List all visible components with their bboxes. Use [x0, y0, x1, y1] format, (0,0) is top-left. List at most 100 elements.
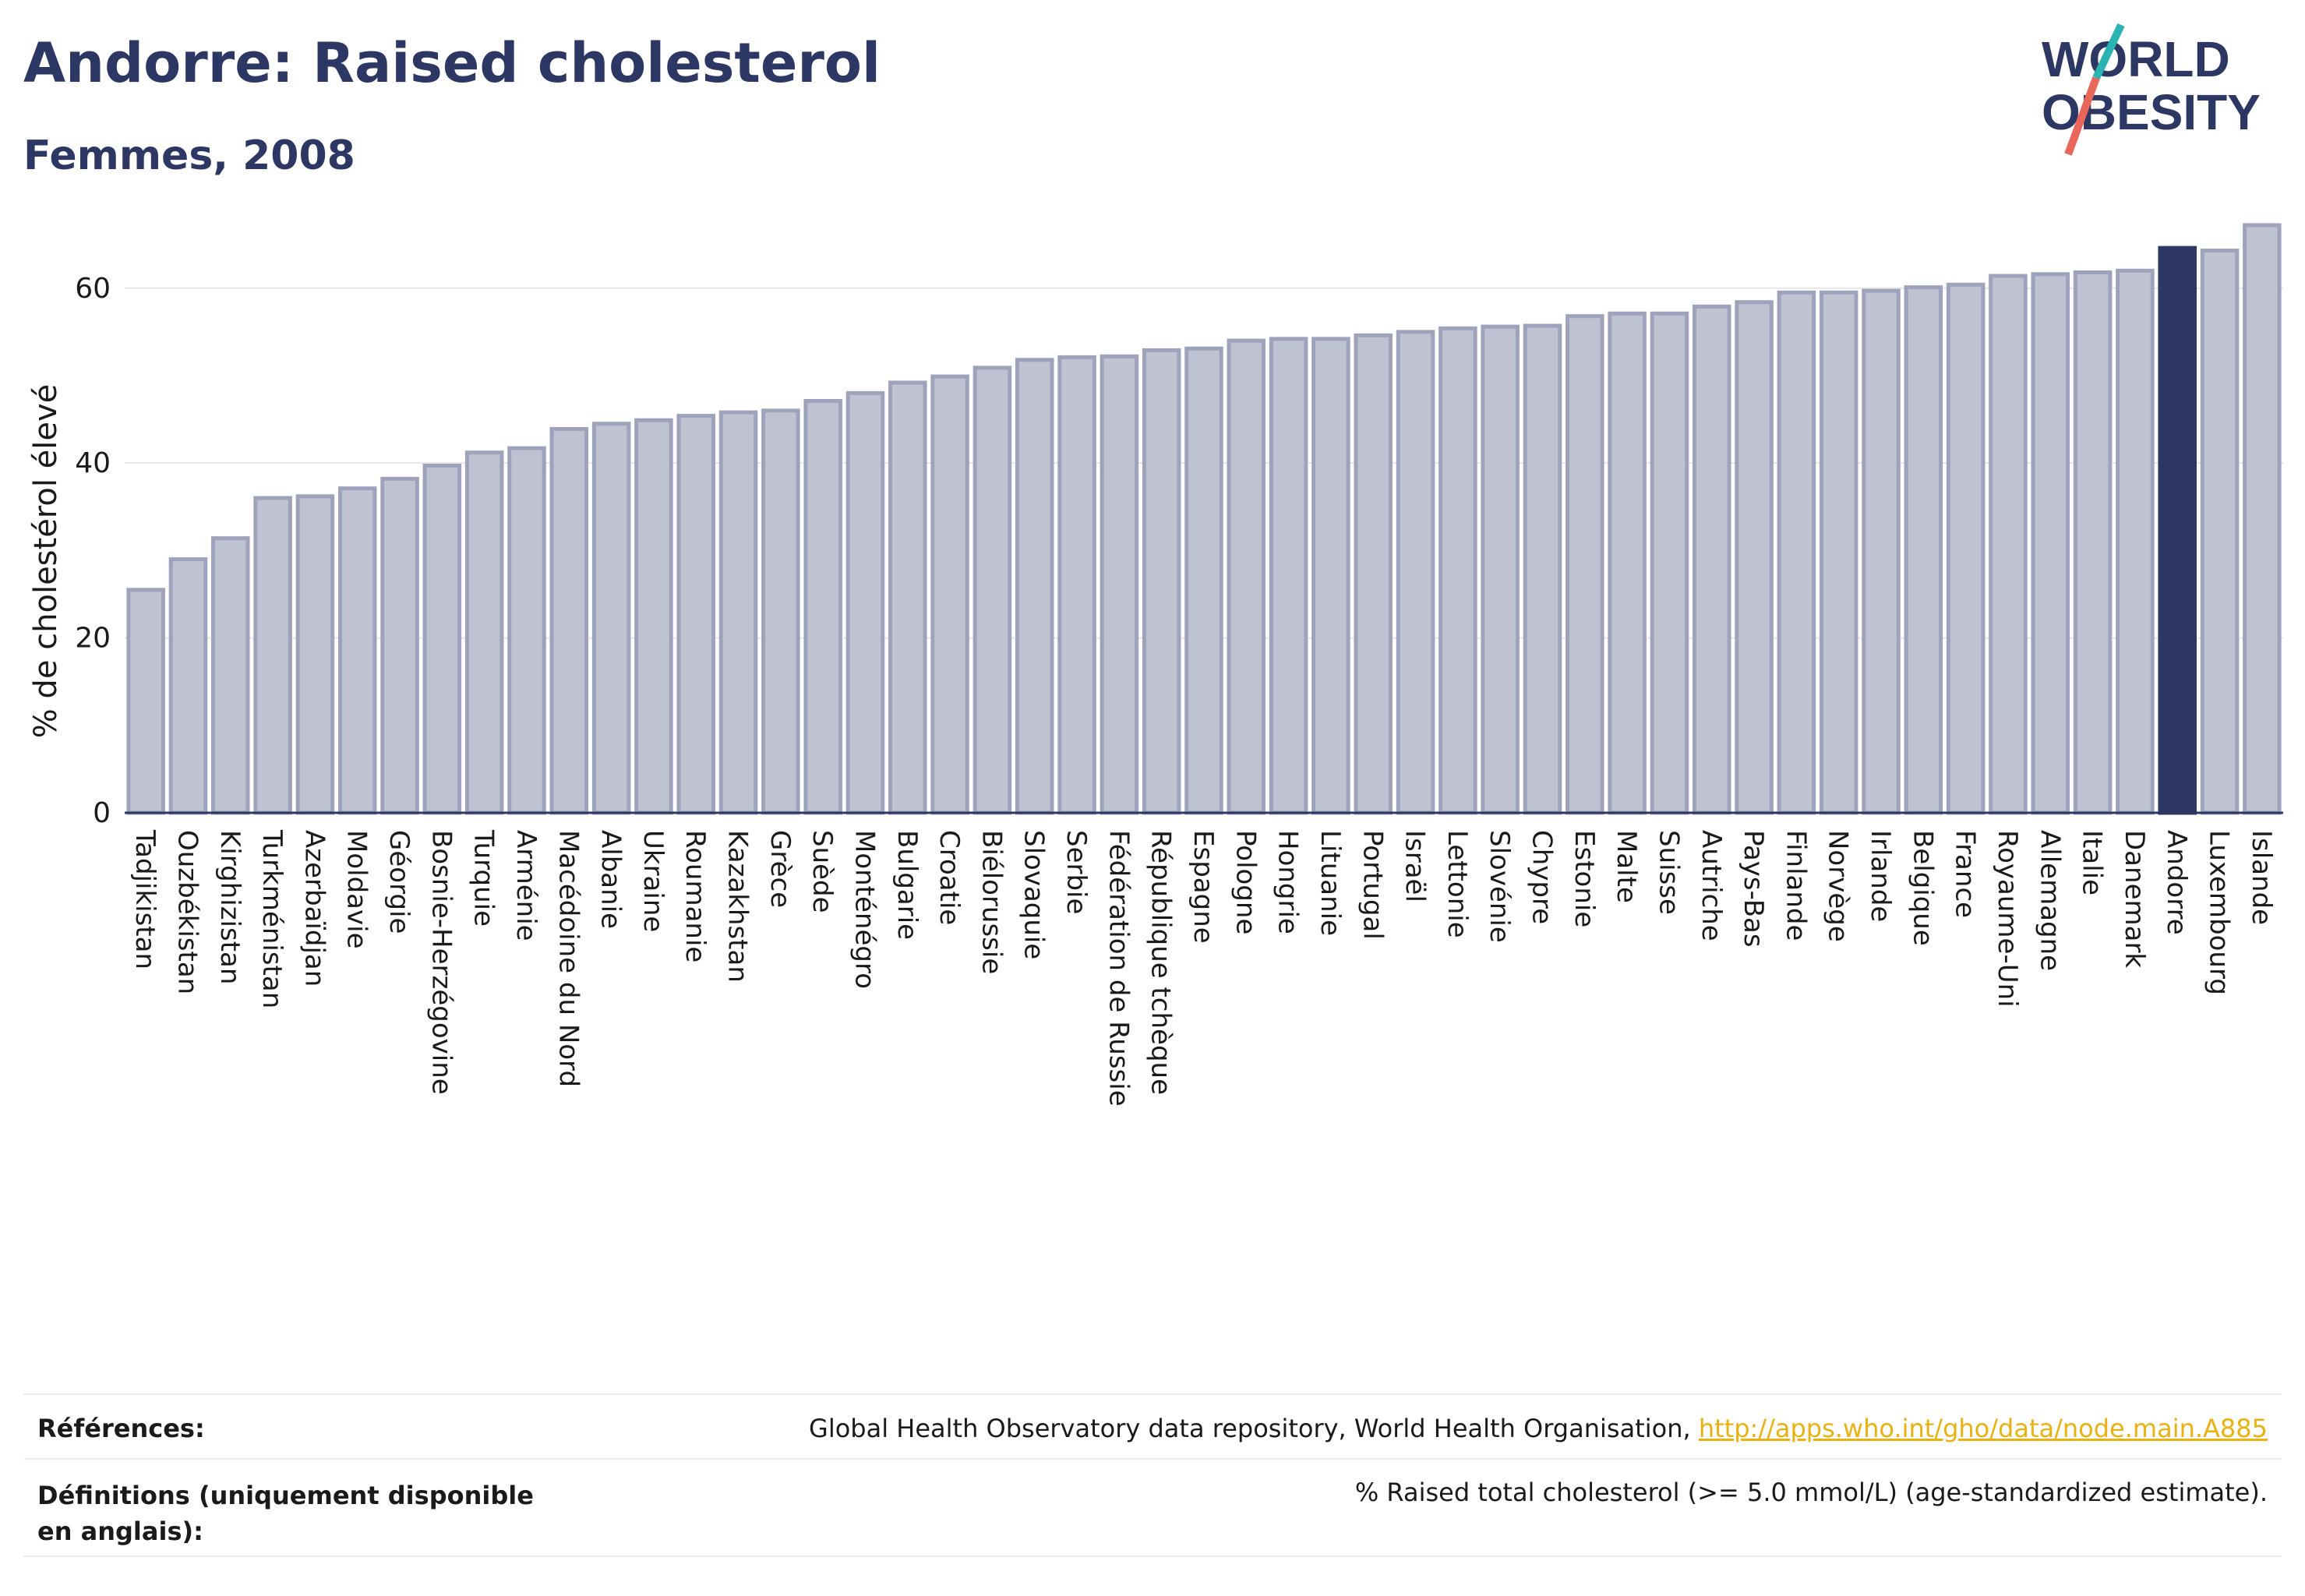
bar [1608, 311, 1647, 815]
x-tick-label: Moldavie [341, 830, 372, 949]
x-tick-label: Irlande [1865, 830, 1896, 922]
bar [1946, 282, 1986, 815]
x-tick-label: Bulgarie [891, 830, 923, 940]
x-tick-label: Autriche [1696, 830, 1727, 941]
bar [1142, 348, 1181, 815]
x-tick-label: Italie [2077, 830, 2108, 895]
bar [1015, 358, 1054, 815]
x-tick-label: Portugal [1357, 830, 1388, 940]
x-tick-label: Hongrie [1273, 830, 1304, 934]
y-axis-label: % de cholestérol élevé [28, 384, 64, 739]
bar-chart: 0 20 40 60 Tadjikistan Ouzbékistan Kirghizist… [28, 223, 2283, 1107]
footer-divider [23, 1393, 2282, 1395]
bar [549, 426, 589, 815]
bar [2116, 268, 2155, 815]
bar [1311, 337, 1350, 815]
bar [211, 536, 250, 815]
footer-divider [23, 1458, 2282, 1460]
page-subtitle: Femmes, 2008 [23, 132, 355, 179]
references-label: Références: [37, 1414, 205, 1443]
bar [888, 380, 927, 815]
bar [1354, 333, 1393, 815]
bar [337, 486, 377, 815]
x-tick-label: Biélorussie [976, 830, 1007, 974]
bar [507, 446, 546, 815]
x-tick-label: Andorre [2161, 830, 2192, 935]
x-tick-label: France [1950, 830, 1981, 918]
bar [1438, 326, 1477, 815]
world-obesity-logo: WORLD OBESITY [2042, 23, 2261, 156]
y-tick-label: 40 [75, 447, 111, 479]
x-tick-label: Albanie [595, 830, 627, 929]
bar [634, 418, 673, 815]
x-tick-label: Islande [2246, 830, 2277, 925]
logo-line-1: WORLD [2042, 31, 2230, 87]
bar [295, 494, 335, 815]
bar [1269, 337, 1308, 815]
x-tick-label: Suisse [1653, 830, 1684, 915]
bar [1777, 290, 1816, 815]
bar [1904, 285, 1943, 815]
bar [930, 374, 969, 815]
x-tick-label: Belgique [1907, 830, 1938, 946]
bar [1735, 300, 1774, 815]
bar [126, 588, 165, 815]
bar [1227, 338, 1266, 815]
bar [676, 414, 716, 815]
references-link[interactable]: http://apps.who.int/gho/data/node.main.A… [1698, 1414, 2268, 1443]
x-tick-label: Danemark [2119, 830, 2150, 968]
definitions-value: % Raised total cholesterol (>= 5.0 mmol/… [1354, 1478, 2268, 1507]
x-tick-label: Serbie [1061, 830, 1092, 914]
x-tick-label: Macédoine du Nord [552, 830, 584, 1087]
x-tick-label: Slovaquie [1018, 830, 1050, 959]
page-title: Andorre: Raised cholesterol [23, 31, 881, 95]
x-tick-label: Luxembourg [2204, 830, 2235, 995]
bar [1184, 346, 1223, 815]
x-tick-label: Finlande [1780, 830, 1811, 941]
x-tick-label: Arménie [510, 830, 542, 941]
x-tick-label: Royaume-Uni [1992, 830, 2023, 1008]
bar [1565, 314, 1604, 815]
x-tick-label: Chypre [1527, 830, 1558, 924]
x-tick-label: Lituanie [1315, 830, 1346, 936]
bar [591, 422, 631, 815]
logo-slash-teal [2092, 23, 2125, 80]
bar [1057, 355, 1096, 815]
bar [1989, 274, 2028, 815]
x-tick-label: Azerbaïdjan [298, 830, 330, 987]
x-tick-label: Monténégro [849, 830, 880, 989]
x-tick-label: Bosnie-Herzégovine [425, 830, 457, 1095]
bar [1650, 311, 1689, 815]
x-tick-label: Turkménistan [256, 829, 288, 1008]
x-tick-label: Ouzbékistan [171, 830, 203, 994]
references-text: Global Health Observatory data repositor… [809, 1414, 1699, 1443]
x-tick-label: Croatie [934, 830, 965, 925]
x-tick-label: Ukraine [637, 830, 669, 932]
x-tick-label: Fédération de Russie [1103, 830, 1134, 1107]
x-tick-label: Pays-Bas [1738, 830, 1769, 948]
bar [2200, 249, 2240, 815]
bar [1396, 330, 1435, 815]
x-tick-label: Estonie [1569, 830, 1600, 927]
bars-layer [125, 223, 2283, 815]
x-tick-label: Turquie [468, 829, 499, 927]
y-tick-label: 60 [75, 273, 111, 305]
bar [168, 557, 208, 815]
bar [2031, 272, 2070, 815]
bar [1100, 354, 1139, 815]
bar [253, 496, 292, 815]
bar [718, 410, 758, 815]
y-tick-label: 0 [93, 797, 111, 829]
x-axis-ticks: Tadjikistan Ouzbékistan Kirghizistan Turkmé… [129, 829, 2277, 1107]
x-tick-label: Roumanie [679, 830, 711, 962]
x-tick-label: Lettonie [1442, 830, 1473, 938]
bar [1862, 288, 1901, 815]
bar [972, 365, 1012, 815]
x-tick-label: Slovénie [1484, 830, 1515, 943]
x-tick-label: Géorgie [383, 830, 415, 934]
logo-slash-red [2064, 76, 2100, 156]
footer-divider [23, 1555, 2282, 1557]
bar [1819, 290, 1858, 815]
x-tick-label: Israël [1400, 830, 1431, 902]
bar [380, 476, 419, 815]
